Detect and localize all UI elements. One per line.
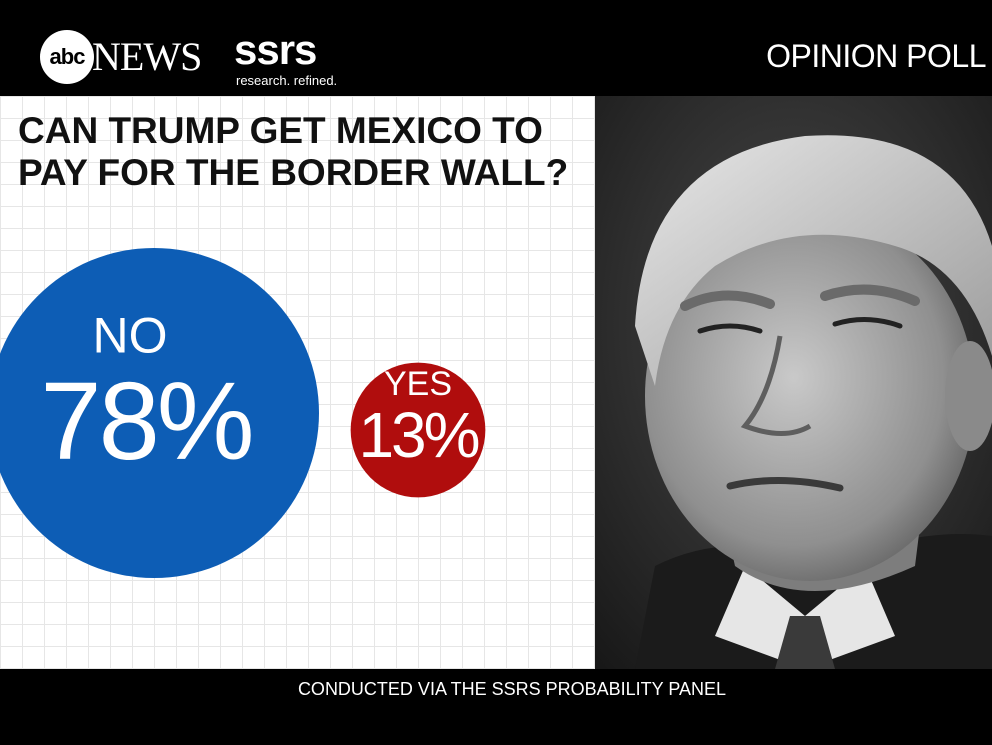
portrait-illustration — [595, 96, 992, 669]
value-label: 13% — [358, 399, 478, 471]
ssrs-tagline: research. refined. — [236, 73, 338, 88]
value-label: 78% — [40, 360, 251, 483]
abc-logo: abc — [40, 30, 94, 84]
chart-title: CAN TRUMP GET MEXICO TO PAY FOR THE BORD… — [18, 110, 569, 193]
section-label: OPINION POLL — [766, 38, 986, 74]
trump-photo — [595, 96, 992, 669]
bubble-circle-yes — [350, 362, 486, 498]
header-bar: abc NEWS ssrs research. refined. OPINION… — [0, 0, 992, 96]
category-label: YES — [384, 365, 452, 403]
news-wordmark: NEWS — [92, 34, 202, 79]
footer-bar: CONDUCTED VIA THE SSRS PROBABILITY PANEL — [0, 669, 992, 745]
bubble-circle-no — [0, 248, 319, 578]
chart-panel: NO 78% YES 13% CAN TRUMP GET MEXICO TO PAY … — [0, 96, 595, 669]
ssrs-logo: ssrs — [234, 26, 317, 73]
category-label: NO — [93, 308, 168, 364]
footnote: CONDUCTED VIA THE SSRS PROBABILITY PANEL — [297, 679, 727, 699]
